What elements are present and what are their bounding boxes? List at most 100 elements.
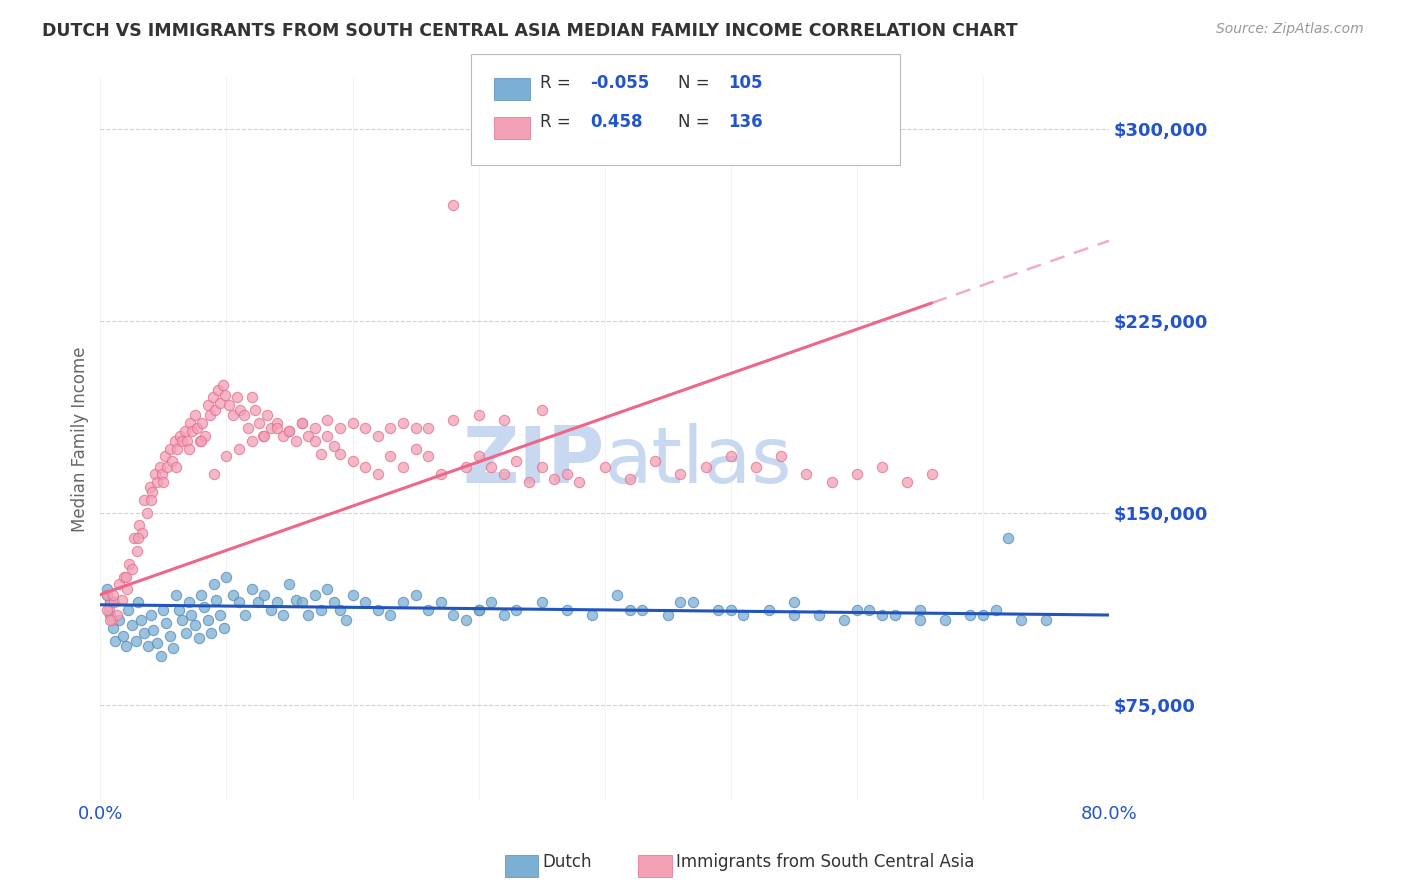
Point [543,472,565,486]
Point [212,621,235,635]
Point [259,603,281,617]
Point [669,595,692,609]
Point [136,506,159,520]
Point [165,588,187,602]
Point [644,454,666,468]
Point [392,595,415,609]
Point [253,588,276,602]
Point [100,607,122,622]
Text: Source: ZipAtlas.com: Source: ZipAtlas.com [1216,22,1364,37]
Point [104,633,127,648]
Point [209,395,232,409]
Point [233,607,256,622]
Point [139,607,162,622]
Point [205,592,228,607]
Point [517,475,540,489]
Point [316,413,339,427]
Point [207,383,229,397]
Point [707,603,730,617]
Point [100,595,122,609]
Point [783,595,806,609]
Point [309,447,332,461]
Point [505,454,527,468]
Point [342,588,364,602]
Point [335,613,357,627]
Point [1035,613,1057,627]
Point [896,475,918,489]
Point [467,409,489,423]
Point [278,424,301,438]
Point [184,409,207,423]
Point [467,603,489,617]
Point [316,582,339,597]
Point [271,607,294,622]
Point [186,421,208,435]
Point [176,434,198,448]
Point [240,391,263,405]
Text: R =: R = [540,113,576,131]
Point [253,429,276,443]
Y-axis label: Median Family Income: Median Family Income [72,346,89,532]
Point [184,618,207,632]
Point [105,607,128,622]
Point [441,198,464,212]
Point [959,607,981,622]
Point [98,603,121,617]
Point [245,403,267,417]
Point [380,450,402,464]
Point [297,607,319,622]
Point [200,626,222,640]
Point [202,577,225,591]
Point [921,467,943,482]
Point [682,595,704,609]
Point [111,592,134,607]
Point [143,467,166,482]
Point [201,391,224,405]
Point [380,421,402,435]
Point [197,613,219,627]
Point [121,618,143,632]
Point [342,454,364,468]
Point [233,409,256,423]
Point [479,459,502,474]
Point [101,621,124,635]
Point [124,633,146,648]
Point [153,450,176,464]
Point [322,439,344,453]
Point [152,475,174,489]
Point [229,403,252,417]
Point [101,588,124,602]
Text: N =: N = [678,74,714,92]
Point [222,409,245,423]
Point [284,434,307,448]
Point [271,429,294,443]
Text: 105: 105 [728,74,763,92]
Point [429,595,451,609]
Point [160,454,183,468]
Point [342,416,364,430]
Point [972,607,994,622]
Point [240,434,263,448]
Point [309,603,332,617]
Point [96,588,118,602]
Point [167,603,190,617]
Point [100,613,122,627]
Point [745,459,768,474]
Point [405,421,427,435]
Point [118,557,141,571]
Point [215,569,238,583]
Text: DUTCH VS IMMIGRANTS FROM SOUTH CENTRAL ASIA MEDIAN FAMILY INCOME CORRELATION CHA: DUTCH VS IMMIGRANTS FROM SOUTH CENTRAL A… [42,22,1018,40]
Point [177,595,200,609]
Point [180,607,202,622]
Point [405,588,427,602]
Point [354,421,377,435]
Point [236,421,259,435]
Point [329,603,352,617]
Point [392,416,415,430]
Point [593,459,616,474]
Point [174,626,197,640]
Point [159,442,181,456]
Point [304,421,326,435]
Point [367,467,389,482]
Point [367,429,389,443]
